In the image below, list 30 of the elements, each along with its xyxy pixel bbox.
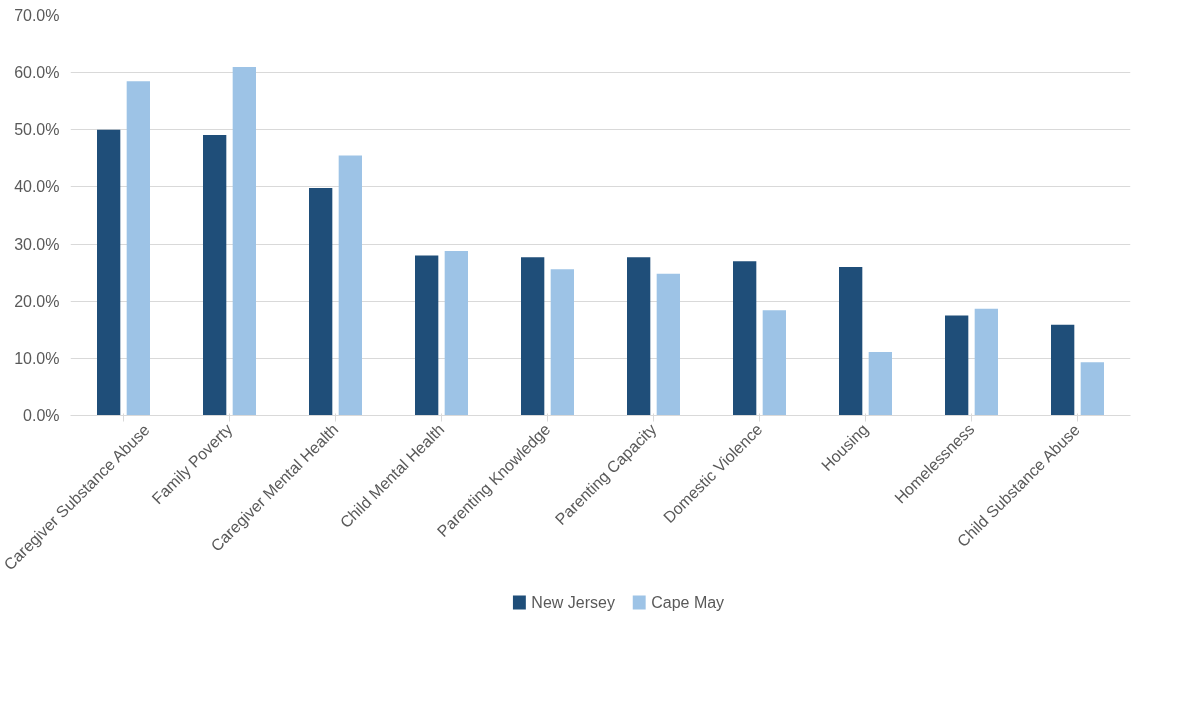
y-tick-label: 30.0% <box>14 235 60 253</box>
bar <box>974 308 998 416</box>
y-tick-label: 20.0% <box>14 292 60 310</box>
bar <box>126 81 150 416</box>
bar <box>656 273 680 416</box>
bar <box>1051 324 1075 416</box>
bar <box>627 257 651 416</box>
bar <box>97 129 121 416</box>
y-tick-label: 50.0% <box>14 121 60 139</box>
bar <box>762 310 786 416</box>
bar <box>309 188 333 416</box>
bar <box>550 269 574 416</box>
legend-label: Cape May <box>651 594 725 611</box>
bar <box>521 257 545 416</box>
y-tick-label: 0.0% <box>23 407 60 424</box>
bar <box>839 266 863 416</box>
bar <box>868 352 892 416</box>
bar <box>1080 362 1104 416</box>
bar <box>415 255 439 416</box>
bar <box>444 250 468 416</box>
y-tick-label: 70.0% <box>14 7 60 24</box>
y-tick-label: 40.0% <box>14 178 60 196</box>
bar <box>232 66 256 416</box>
bar <box>733 261 757 416</box>
bar <box>945 315 969 416</box>
bar <box>338 155 362 416</box>
bar <box>203 134 227 416</box>
y-tick-label: 10.0% <box>14 349 60 367</box>
legend-label: New Jersey <box>531 594 615 611</box>
y-tick-label: 60.0% <box>14 64 60 82</box>
